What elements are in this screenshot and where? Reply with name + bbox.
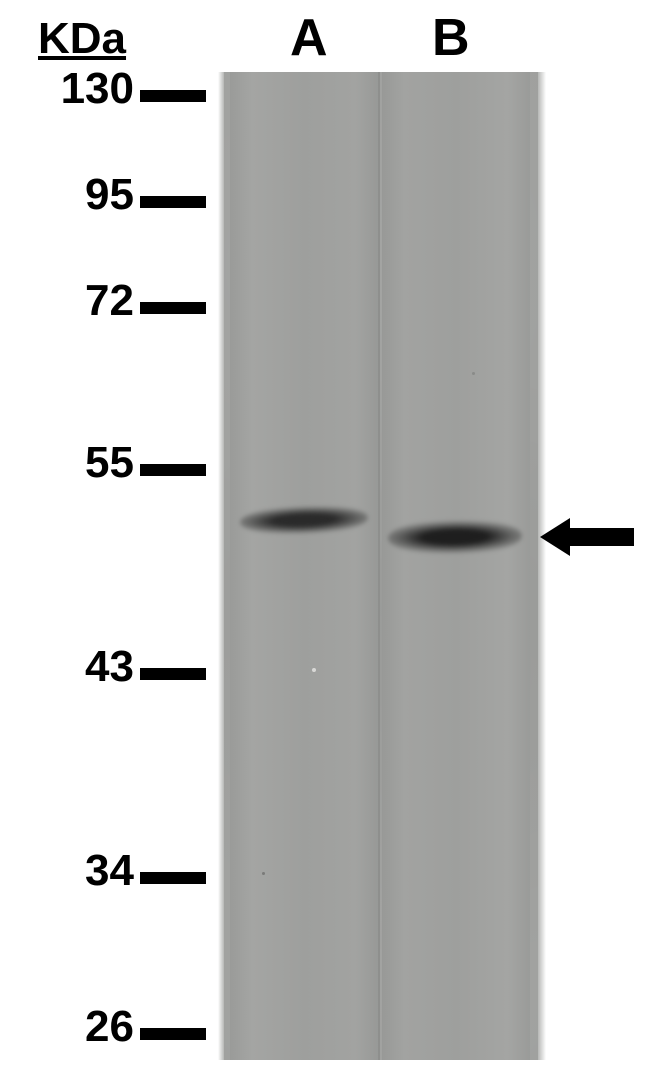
marker-label-43: 43: [85, 642, 134, 692]
gel-left-edge: [218, 72, 224, 1060]
marker-label-34: 34: [85, 846, 134, 896]
western-blot-figure: KDa 130 95 72 55 43 34 26 A B: [0, 0, 650, 1073]
speck-0: [312, 668, 316, 672]
marker-tick-130: [140, 90, 206, 102]
lane-B: [382, 72, 530, 1060]
lane-divider: [378, 72, 380, 1060]
lane-A: [230, 72, 378, 1060]
gel-right-edge: [538, 72, 546, 1060]
marker-tick-55: [140, 464, 206, 476]
arrow-head-icon: [540, 518, 570, 556]
marker-label-130: 130: [61, 64, 134, 114]
speck-2: [472, 372, 475, 375]
marker-label-95: 95: [85, 170, 134, 220]
marker-tick-72: [140, 302, 206, 314]
speck-1: [262, 872, 265, 875]
marker-tick-34: [140, 872, 206, 884]
units-label: KDa: [38, 14, 126, 64]
gel-membrane: [222, 72, 538, 1060]
marker-tick-43: [140, 668, 206, 680]
marker-tick-26: [140, 1028, 206, 1040]
marker-label-72: 72: [85, 276, 134, 326]
marker-tick-95: [140, 196, 206, 208]
marker-label-55: 55: [85, 438, 134, 488]
lane-label-B: B: [432, 8, 470, 68]
lane-label-A: A: [290, 8, 328, 68]
arrow-shaft: [568, 528, 634, 546]
marker-label-26: 26: [85, 1002, 134, 1052]
